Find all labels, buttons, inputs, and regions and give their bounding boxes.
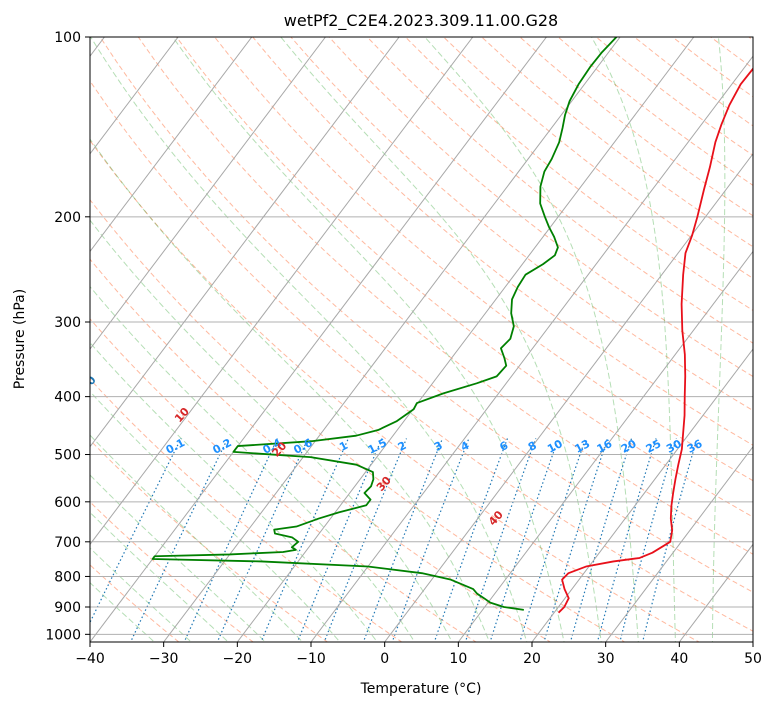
dry-adiabat-line [90, 318, 477, 642]
moist-adiabat-line [90, 390, 341, 642]
isotherm-gridline [310, 55, 753, 642]
mixing-ratio-label: 25 [644, 437, 664, 456]
dry-adiabat-line [90, 258, 552, 642]
isotherm-gridline [605, 445, 753, 642]
dry-adiabat-line [214, 37, 753, 482]
moist-adiabat-line [90, 341, 378, 642]
y-tick-label: 600 [54, 495, 81, 511]
moist-adiabat-line [90, 219, 453, 642]
moist-adiabat-line [90, 474, 267, 642]
y-tick-label: 800 [54, 569, 81, 585]
dry-adiabat-line [366, 37, 753, 344]
mixing-ratio-line [433, 438, 509, 642]
mixing-ratio-line [464, 438, 537, 642]
x-axis-ticks: −40 −30 −20 −10 0 10 20 30 40 50 [75, 642, 762, 667]
isotherm-gridline [531, 348, 753, 642]
isotherm-gridlines [90, 37, 753, 642]
chart-title: wetPf2_C2E4.2023.309.11.00.G28 [284, 11, 558, 31]
mixing-ratio-line [391, 438, 470, 642]
x-tick-label: 50 [744, 651, 762, 667]
moist-adiabat-line [711, 37, 726, 642]
plot-frame [89, 36, 754, 643]
mixing-ratio-label: 30 [664, 437, 684, 456]
x-tick-label: −40 [75, 651, 105, 667]
isotherm-gridline [90, 37, 474, 546]
moist-adiabats [90, 37, 726, 642]
moist-adiabat-line [590, 37, 676, 642]
isotherm-gridline [236, 37, 695, 642]
moist-adiabat-line [90, 581, 156, 642]
temperature-line [557, 67, 753, 614]
x-tick-label: −20 [223, 651, 253, 667]
dry-adiabat-line [99, 37, 753, 593]
moist-adiabat-line [424, 37, 639, 642]
x-tick-label: 20 [523, 651, 541, 667]
mixing-ratio-line [641, 438, 698, 642]
moist-adiabat-line [90, 138, 490, 642]
isotherm-gridline [90, 37, 253, 253]
dry-adiabat-line [90, 198, 626, 642]
x-axis-label: Temperature (°C) [360, 681, 482, 697]
x-tick-label: 10 [449, 651, 467, 667]
moist-adiabat-line [280, 37, 602, 642]
x-tick-label: 30 [597, 651, 615, 667]
y-tick-label: 200 [54, 210, 81, 226]
isotherm-gridline [752, 641, 753, 642]
isotherm-gridline [384, 152, 753, 642]
x-tick-label: 40 [670, 651, 688, 667]
y-tick-label: 100 [54, 30, 81, 46]
dry-adiabat-line [90, 439, 329, 642]
mixing-ratio-line [90, 438, 182, 624]
isotherm-gridline [90, 37, 179, 155]
isotherm-gridline [457, 250, 753, 642]
isobar-gridlines [90, 37, 753, 635]
y-tick-label: 900 [54, 600, 81, 616]
dewpoint-line [151, 37, 618, 611]
isotherm-gridline [163, 37, 621, 642]
mixing-ratio-lines [90, 438, 698, 642]
mixing-ratio-label: 36 [685, 437, 705, 456]
sounding-series [151, 37, 753, 614]
dry-adiabat-line [290, 37, 753, 412]
y-tick-label: 300 [54, 315, 81, 331]
mixing-ratio-line [323, 438, 408, 642]
dry-adiabat-line [328, 37, 753, 378]
moist-adiabat-line [172, 37, 565, 642]
x-tick-label: −10 [296, 651, 326, 667]
mixing-ratio-label: 20 [619, 437, 639, 456]
y-axis-ticks: 100 200 300 400 500 600 700 800 900 1000 [45, 30, 90, 643]
y-tick-label: 400 [54, 390, 81, 406]
y-tick-label: 700 [54, 535, 81, 551]
y-tick-label: 1000 [45, 627, 81, 643]
isotherm-gridline [90, 37, 400, 448]
dry-adiabat-line [90, 139, 700, 642]
isotherm-gridline [90, 37, 326, 350]
moist-adiabat-line [90, 547, 193, 642]
mixing-ratio-line [129, 438, 229, 642]
x-tick-label: 0 [380, 651, 389, 667]
mixing-ratio-line [296, 438, 383, 642]
mixing-ratio-label: 10 [545, 437, 565, 456]
x-tick-label: −30 [149, 651, 179, 667]
dry-adiabat-line [90, 564, 180, 642]
mixing-ratio-line [489, 438, 559, 642]
dry-adiabat-label: 0 [84, 373, 99, 388]
y-axis-label: Pressure (hPa) [12, 289, 28, 389]
mixing-ratio-label: 16 [595, 437, 615, 456]
mixing-ratio-label: 13 [573, 437, 593, 456]
dry-adiabat-line [176, 37, 753, 518]
plot-area [90, 37, 753, 642]
dry-adiabat-line [90, 501, 254, 642]
dry-adiabat-line [90, 80, 753, 632]
y-tick-label: 500 [54, 448, 81, 464]
isotherm-gridline [90, 37, 547, 642]
